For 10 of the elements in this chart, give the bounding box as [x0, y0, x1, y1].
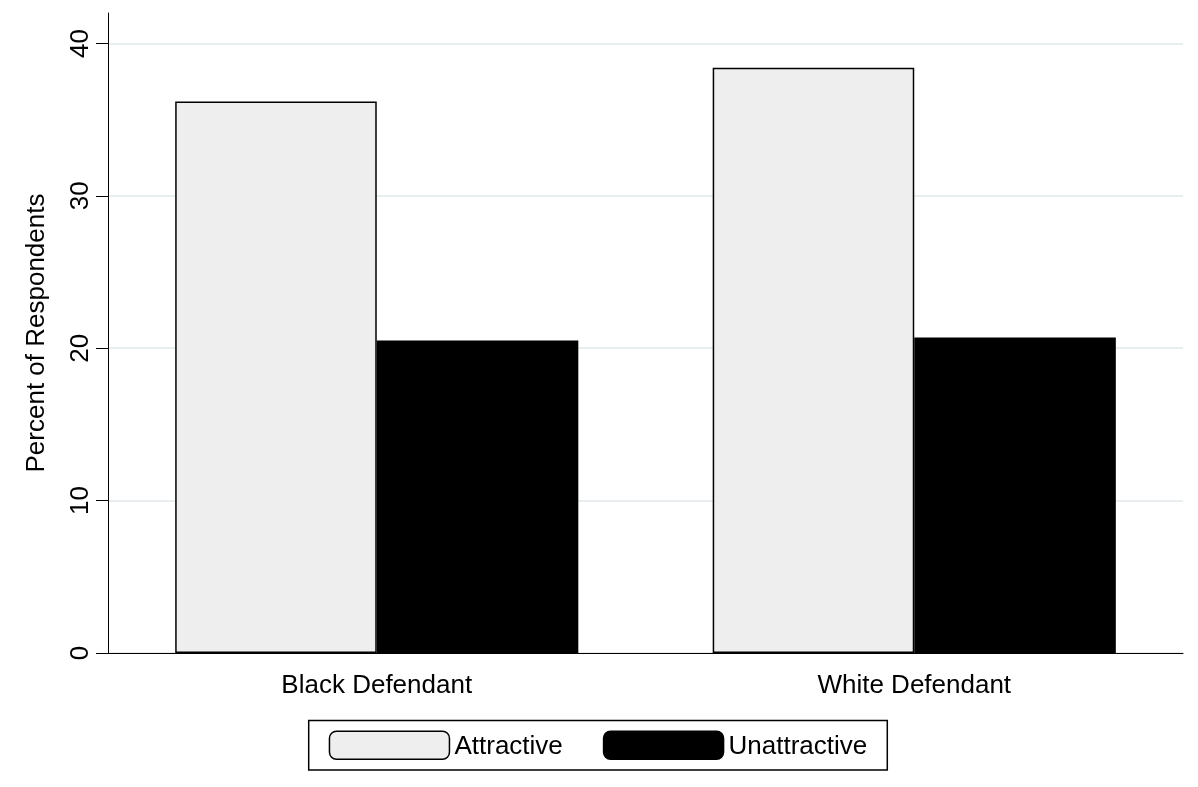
legend-label: Unattractive — [728, 730, 868, 761]
y-tick-label: 0 — [64, 645, 94, 661]
y-tick-label: 30 — [64, 181, 94, 211]
y-tick-label: 10 — [64, 486, 94, 516]
y-tick-label: 20 — [64, 333, 94, 363]
x-tick-label: White Defendant — [817, 669, 1012, 699]
x-tick-label: Black Defendant — [281, 669, 473, 699]
y-axis-title: Percent of Respondents — [20, 193, 50, 473]
legend-label: Attractive — [454, 730, 563, 761]
y-tick-label: 40 — [64, 29, 94, 58]
